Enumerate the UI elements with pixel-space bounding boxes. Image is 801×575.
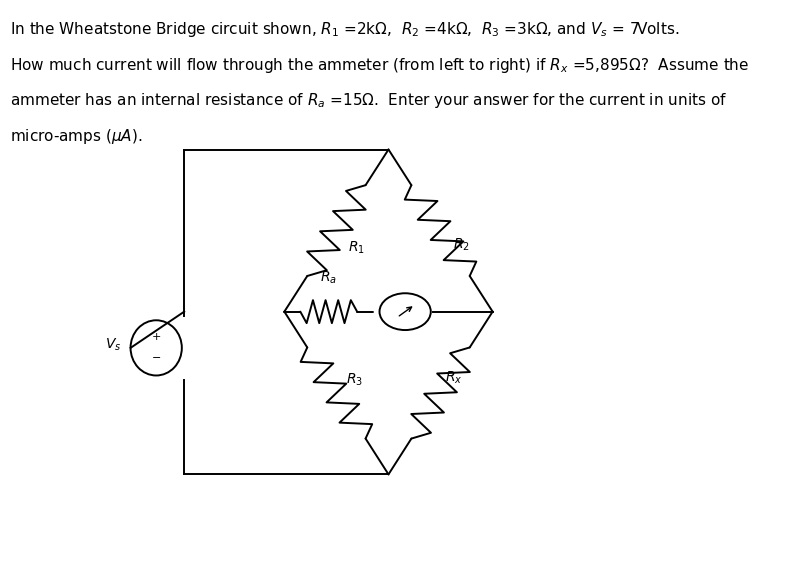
Text: micro-amps ($\mu A$).: micro-amps ($\mu A$).: [10, 127, 143, 146]
Text: $R_3$: $R_3$: [346, 372, 363, 389]
Text: $R_x$: $R_x$: [445, 370, 462, 386]
Text: $V_s$: $V_s$: [105, 337, 121, 353]
Text: −: −: [151, 352, 161, 362]
Text: $R_2$: $R_2$: [453, 236, 469, 253]
Text: In the Wheatstone Bridge circuit shown, $R_1$ =2k$\Omega$,  $R_2$ =4k$\Omega$,  : In the Wheatstone Bridge circuit shown, …: [10, 20, 680, 39]
Text: +: +: [151, 332, 161, 342]
Text: $R_a$: $R_a$: [320, 269, 337, 286]
Text: $R_1$: $R_1$: [348, 239, 365, 256]
Text: ammeter has an internal resistance of $R_a$ =15$\Omega$.  Enter your answer for : ammeter has an internal resistance of $R…: [10, 91, 727, 110]
Text: How much current will flow through the ammeter (from left to right) if $R_x$ =5,: How much current will flow through the a…: [10, 56, 750, 75]
